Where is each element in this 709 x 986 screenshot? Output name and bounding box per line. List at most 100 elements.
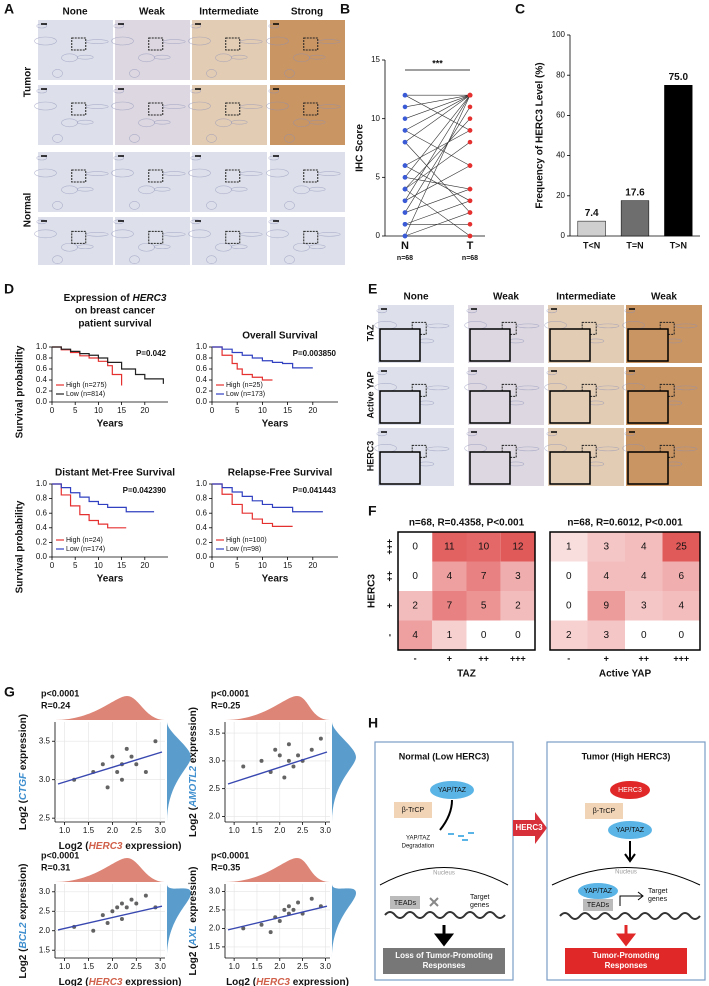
- tissue-texture: [34, 168, 57, 178]
- point: [129, 754, 134, 759]
- tissue-texture: [188, 101, 211, 111]
- x-tick-label: 5: [235, 406, 240, 415]
- heat-cell: [625, 620, 663, 650]
- y-tick-label: 2.5: [209, 784, 221, 793]
- y-tick-label: 0.2: [36, 386, 48, 395]
- point: [286, 742, 291, 747]
- x-axis-title: Log2 (HERC3 expression): [226, 977, 349, 986]
- tissue-texture: [188, 36, 211, 46]
- point: [402, 210, 408, 215]
- y-tick-label: 3.5: [39, 736, 51, 745]
- y-tick-label: 0.4: [36, 375, 48, 384]
- y-tick-label: 40: [556, 151, 565, 160]
- y-density: [332, 722, 356, 822]
- chart-title-part: Expression of: [64, 293, 133, 304]
- tissue-texture: [76, 119, 94, 125]
- point: [124, 746, 129, 751]
- tissue-texture: [113, 219, 125, 225]
- tissue-texture: [188, 168, 211, 178]
- point: [467, 163, 473, 168]
- inset: [549, 390, 591, 424]
- survival-curve: [212, 346, 313, 369]
- y-tick-label: 2.5: [39, 906, 51, 915]
- tissue-texture: [596, 385, 620, 391]
- survival-curve: [52, 346, 164, 384]
- cell-value: 0: [678, 630, 684, 641]
- heat-cell: [432, 561, 467, 591]
- tissue-texture: [230, 244, 248, 250]
- arrow: [433, 925, 455, 947]
- value-label: 17.6: [625, 187, 645, 198]
- tissue-texture: [266, 168, 289, 178]
- x-tick-label: 3.0: [155, 826, 167, 835]
- x-tick-label: +++: [673, 653, 689, 663]
- tissue-texture: [153, 54, 171, 60]
- y-axis-title: Log2 (AXL expression): [188, 867, 199, 976]
- arrow: [615, 925, 637, 947]
- cell-value: 0: [566, 600, 572, 611]
- cell-value: 4: [603, 571, 609, 582]
- zoom-box: [148, 169, 164, 183]
- point: [467, 210, 473, 215]
- inset: [379, 451, 421, 485]
- tissue-texture: [206, 69, 217, 78]
- heat-cell: [587, 591, 625, 621]
- pair-line: [404, 106, 471, 213]
- x-tick-label: 2.5: [297, 826, 309, 835]
- legend-label: High (n=275): [66, 382, 107, 389]
- tissue-texture: [162, 104, 186, 109]
- y-tick-label: 0.8: [36, 353, 48, 362]
- x-sublabel: n=68: [462, 255, 478, 262]
- tissue-texture: [129, 134, 140, 143]
- legend-label: Low (n=98): [226, 546, 261, 553]
- legend-label: Low (n=174): [66, 546, 105, 553]
- x-tick-label: T: [467, 240, 474, 252]
- tissue-texture: [284, 255, 295, 265]
- point: [402, 128, 408, 133]
- column-label: None: [404, 292, 429, 303]
- tissue-texture: [674, 385, 698, 391]
- tissue-texture: [162, 39, 186, 44]
- yaptaz-node: [430, 781, 474, 799]
- x-density: [225, 858, 330, 882]
- y-axis-title-part: AXL: [188, 925, 199, 946]
- legend-label: Low (n=173): [226, 391, 265, 398]
- point: [134, 901, 139, 906]
- y-tick-label: 0.4: [196, 375, 208, 384]
- panel-label: F: [368, 503, 377, 519]
- y-axis-title-part: BCL2: [18, 922, 29, 949]
- row-label: Active YAP: [365, 371, 375, 418]
- y-axis-title-part: expression): [188, 867, 199, 926]
- x-tick-label: 3.0: [320, 826, 332, 835]
- y-tick-label: 1.0: [196, 479, 208, 488]
- heat-cell: [625, 591, 663, 621]
- node-label: YAP/TAZ: [584, 888, 613, 895]
- tissue-texture: [317, 104, 341, 109]
- micrograph: [38, 217, 113, 265]
- arrow: [513, 812, 547, 844]
- trend-line: [227, 751, 328, 785]
- outcome-box: [383, 948, 505, 974]
- x-tick-label: 2.0: [274, 962, 286, 971]
- heat-cell: [500, 561, 535, 591]
- p-value: P=0.042390: [123, 486, 167, 495]
- tissue-texture: [153, 119, 171, 125]
- heat-cell: [587, 532, 625, 562]
- dna: [384, 911, 506, 919]
- heat-cell: [432, 620, 467, 650]
- point: [402, 221, 408, 227]
- inset: [627, 390, 669, 424]
- tissue-texture: [206, 134, 217, 143]
- point: [467, 221, 473, 227]
- zoom-box: [225, 102, 241, 116]
- y-axis-title: Frequency of HERC3 Level (%): [535, 62, 546, 208]
- node-label: TEADs: [587, 902, 610, 909]
- pair-line: [404, 118, 471, 190]
- cell-value: 3: [641, 600, 647, 611]
- label: HERC3: [515, 823, 543, 832]
- annotation: p<0.0001: [41, 688, 79, 698]
- heat-cell: [662, 620, 700, 650]
- tissue-texture: [230, 54, 248, 60]
- y-tick-label: 0: [561, 231, 566, 240]
- cell-value: 3: [603, 541, 609, 552]
